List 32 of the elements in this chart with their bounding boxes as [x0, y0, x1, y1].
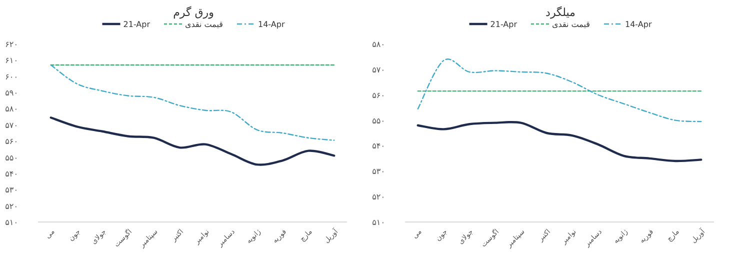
y-tick-label: ۵۲۰: [5, 202, 18, 211]
legend-label: 21-Apr: [490, 20, 518, 29]
y-tick-label: ۵۹۰: [5, 88, 18, 98]
legend-label: 14-Apr: [258, 20, 286, 29]
line-series: [50, 116, 336, 166]
y-tick-label: ۵۶۰: [372, 90, 385, 100]
y-tick-label: ۵۵۰: [5, 153, 18, 162]
y-tick-label: ۵۷۰: [372, 65, 385, 74]
legend-label: قیمت نقدی: [185, 20, 224, 29]
y-tick-label: ۵۱۰: [372, 218, 385, 227]
y-tick-label: ۵۴۰: [372, 142, 385, 151]
line-series: [417, 58, 702, 122]
line-series: [416, 120, 702, 162]
chart-title: میلگرد: [546, 6, 576, 19]
y-tick-label: ۵۱۰: [5, 218, 18, 227]
legend-label: قیمت نقدی: [552, 20, 590, 29]
y-tick-label: ۵۵۰: [372, 116, 385, 126]
y-tick-label: ۵۷۰: [5, 120, 18, 130]
y-tick-label: ۶۲۰: [5, 40, 18, 49]
y-tick-label: ۵۸۰: [5, 104, 18, 114]
y-tick-label: ۶۱۰: [5, 56, 18, 66]
y-tick-label: ۶۰۰: [5, 72, 18, 82]
line-series: [50, 64, 335, 141]
legend-label: 14-Apr: [625, 20, 652, 29]
y-tick-label: ۵۳۰: [5, 186, 18, 195]
y-tick-label: ۵۲۰: [372, 192, 385, 202]
y-tick-label: ۵۶۰: [5, 137, 18, 146]
y-tick-label: ۵۸۰: [372, 40, 385, 49]
y-tick-label: ۵۴۰: [5, 169, 18, 178]
y-tick-label: ۵۳۰: [372, 167, 385, 176]
legend-label: 21-Apr: [123, 20, 151, 29]
chart-title: ورق گرم: [173, 6, 214, 19]
